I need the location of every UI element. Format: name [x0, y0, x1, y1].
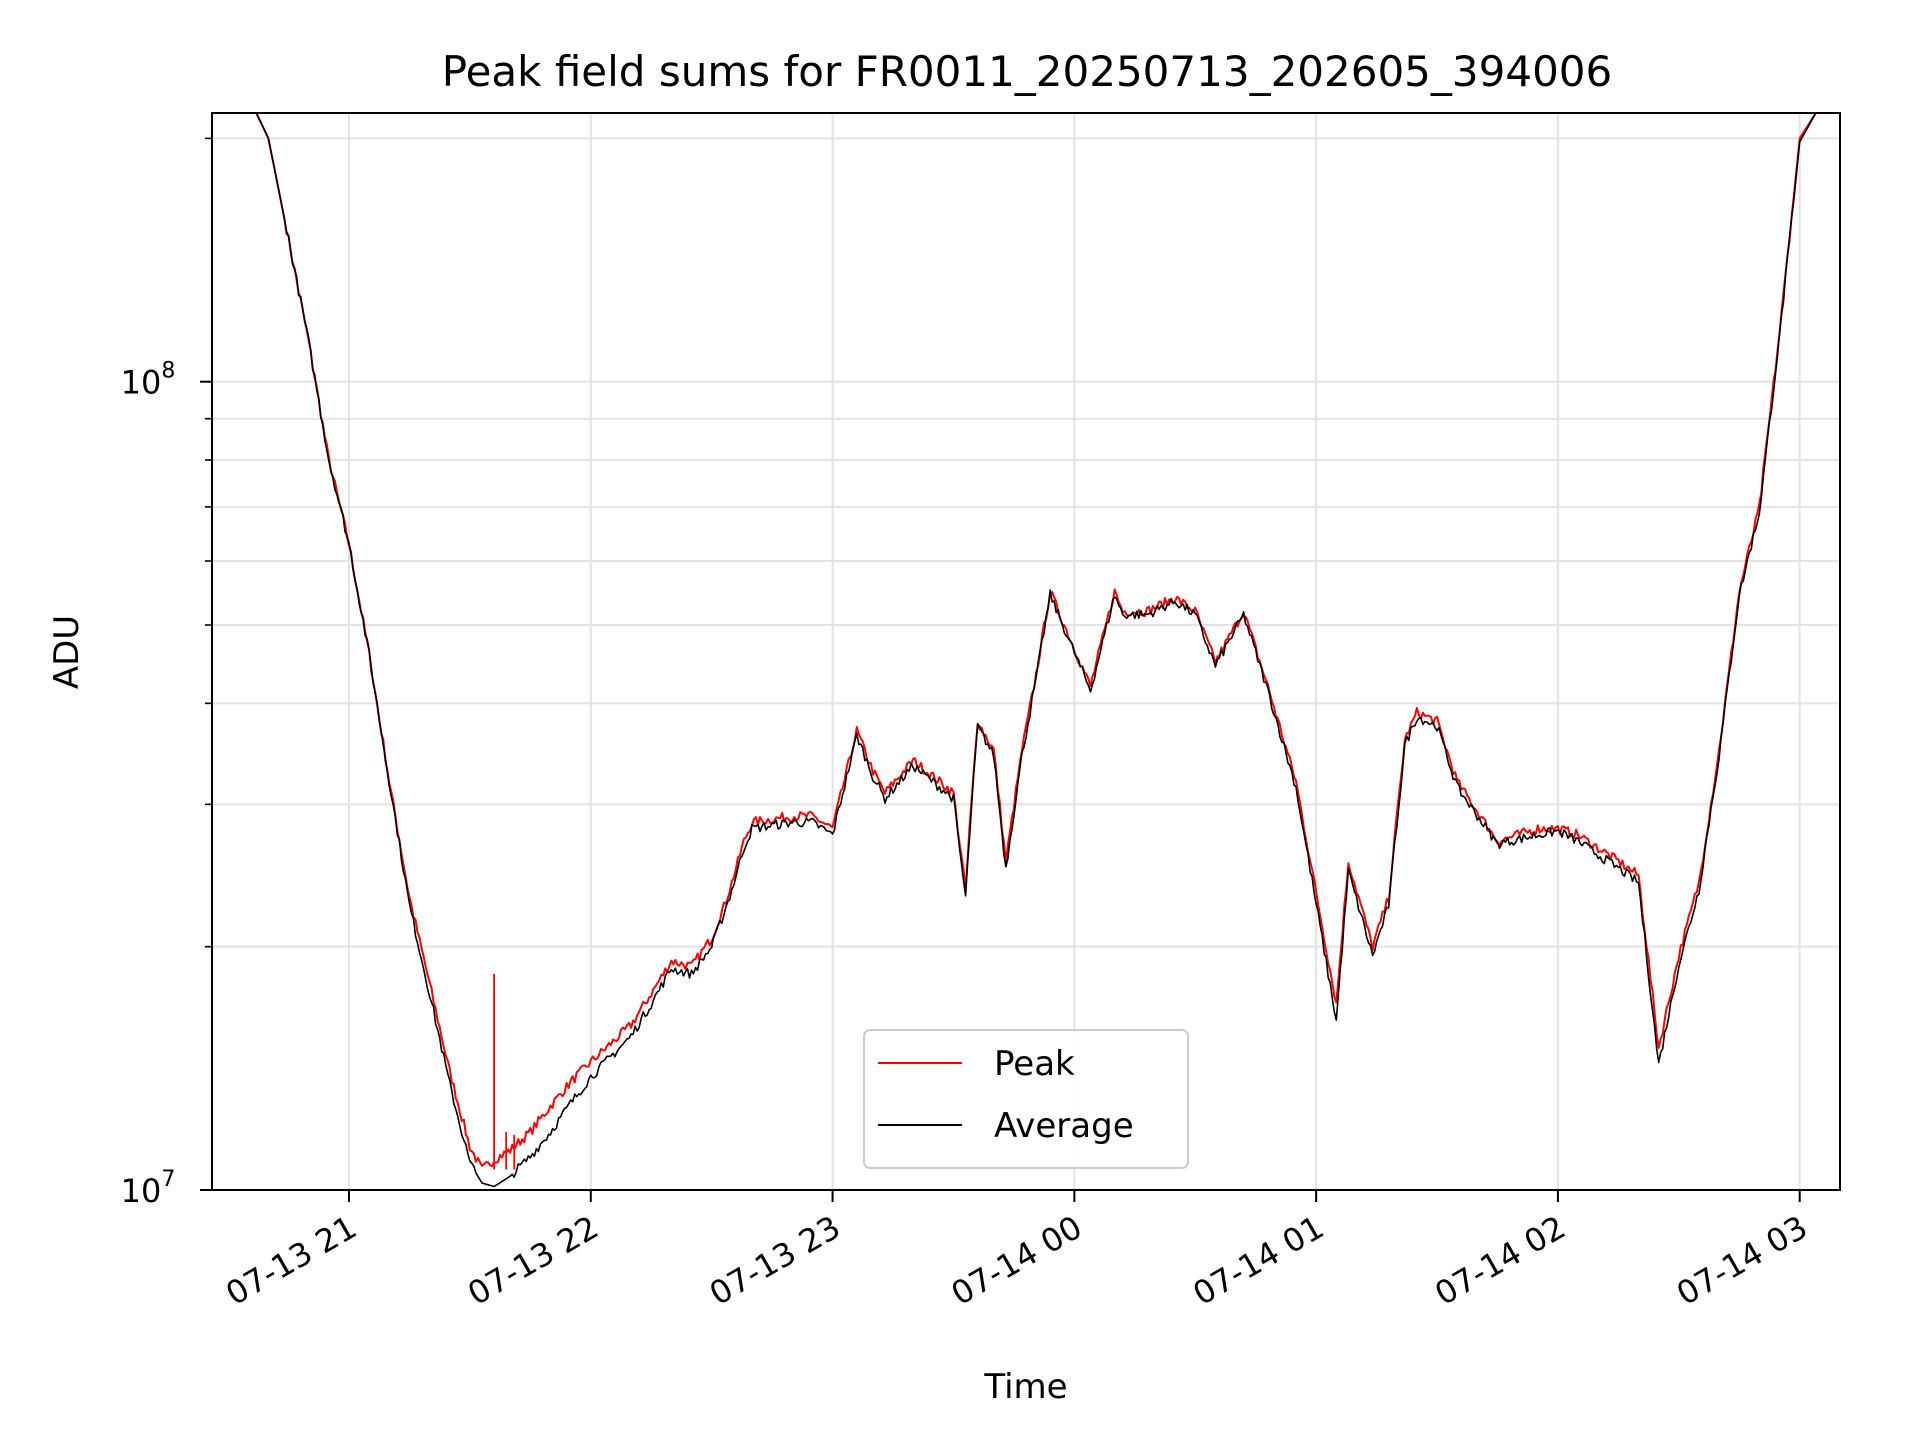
series-lines — [212, 112, 1840, 1188]
legend-label-average: Average — [994, 1106, 1134, 1146]
series-line-average — [212, 112, 1840, 1188]
y-tick-label: 108 — [121, 359, 176, 402]
y-tick-label: 107 — [121, 1167, 176, 1210]
x-axis-label: Time — [983, 1367, 1067, 1407]
legend-label-peak: Peak — [994, 1044, 1075, 1084]
grid — [212, 113, 1840, 1191]
plot-frame — [211, 112, 1841, 1191]
series-line-peak — [212, 112, 1840, 1168]
y-axis-label: ADU — [47, 615, 87, 689]
legend-box — [863, 1029, 1189, 1169]
legend: Peak Average — [863, 1029, 1189, 1169]
chart-title: Peak field sums for FR0011_20250713_2026… — [442, 47, 1612, 96]
y-axis: 107 108 — [121, 137, 212, 1210]
